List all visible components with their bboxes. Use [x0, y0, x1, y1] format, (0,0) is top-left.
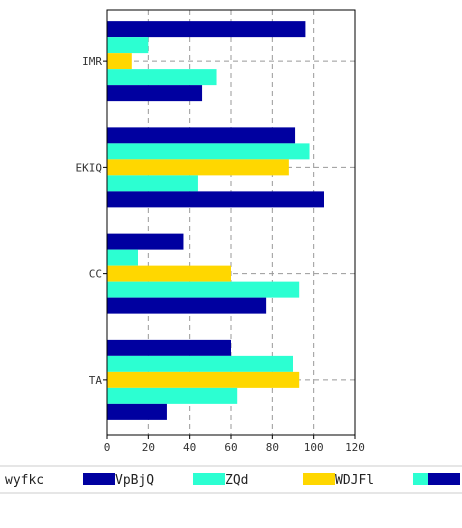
legend-swatch — [303, 473, 335, 485]
legend-label: ZQd — [225, 473, 248, 488]
legend-label: wyfkc — [5, 473, 44, 488]
bar — [107, 191, 324, 208]
x-axis: 0 20 40 60 80 100 120 — [104, 435, 365, 454]
bar — [107, 53, 132, 70]
x-tick-label: 80 — [266, 441, 279, 454]
legend-label: VpBjQ — [115, 473, 154, 488]
bar — [107, 37, 149, 54]
bar — [107, 371, 300, 388]
legend-label: WDJFl — [335, 473, 374, 488]
bar — [107, 233, 184, 250]
x-tick-label: 100 — [304, 441, 324, 454]
bar — [107, 265, 231, 282]
bar — [107, 387, 238, 404]
legend-swatch — [83, 473, 115, 485]
legend-swatch — [193, 473, 225, 485]
bar — [107, 143, 310, 160]
x-tick-label: 0 — [104, 441, 111, 454]
category-label: CC — [89, 268, 102, 281]
bar — [107, 403, 167, 420]
category-label: IMR — [82, 55, 102, 68]
x-tick-label: 20 — [142, 441, 155, 454]
x-tick-label: 60 — [224, 441, 237, 454]
x-tick-label: 120 — [345, 441, 365, 454]
bar — [107, 127, 296, 144]
bars — [107, 21, 324, 420]
legend: wyfkc VpBjQ ZQd WDJFl — [0, 465, 462, 494]
category-label: EKIQ — [76, 161, 103, 174]
bar — [107, 175, 198, 192]
bar — [107, 21, 306, 38]
x-tick-label: 40 — [183, 441, 196, 454]
bar — [107, 159, 289, 176]
y-axis: IMR EKIQ CC TA — [76, 55, 107, 387]
bar — [107, 85, 203, 102]
category-label: TA — [89, 374, 103, 387]
bar — [107, 69, 217, 86]
bar — [107, 355, 293, 372]
legend-swatch — [428, 473, 460, 485]
bar — [107, 281, 300, 298]
bar — [107, 339, 231, 356]
bar — [107, 297, 267, 314]
bar — [107, 249, 138, 266]
